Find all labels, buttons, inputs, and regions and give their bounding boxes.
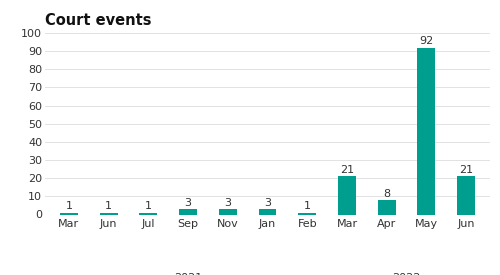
Text: Court events: Court events: [45, 13, 152, 28]
Bar: [140, 213, 157, 215]
Text: 3: 3: [264, 198, 271, 208]
Bar: [100, 213, 117, 215]
Text: 92: 92: [420, 36, 434, 46]
Bar: [60, 213, 78, 215]
Bar: [219, 209, 236, 214]
Bar: [418, 48, 436, 214]
Bar: [338, 176, 356, 214]
Text: 1: 1: [145, 201, 152, 211]
Text: 1: 1: [105, 201, 112, 211]
Text: 3: 3: [184, 198, 192, 208]
Text: 3: 3: [224, 198, 232, 208]
Text: 2022: 2022: [392, 273, 421, 275]
Text: 1: 1: [304, 201, 310, 211]
Text: 21: 21: [459, 165, 473, 175]
Text: 8: 8: [383, 189, 390, 199]
Bar: [298, 213, 316, 215]
Bar: [179, 209, 197, 214]
Bar: [457, 176, 475, 214]
Text: 1: 1: [66, 201, 72, 211]
Text: 2021: 2021: [174, 273, 202, 275]
Bar: [258, 209, 276, 214]
Bar: [378, 200, 396, 214]
Text: 21: 21: [340, 165, 354, 175]
